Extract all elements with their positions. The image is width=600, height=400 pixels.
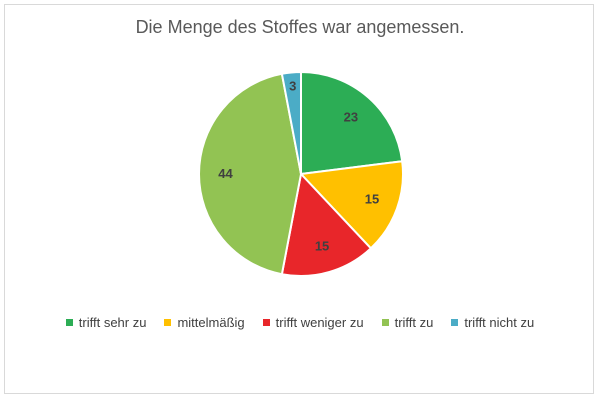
pie-slice-trifft-nicht-zu — [280, 70, 302, 175]
legend-item-trifft-zu: trifft zu — [381, 315, 434, 330]
legend-item-trifft-weniger-zu: trifft weniger zu — [262, 315, 364, 330]
pie-data-labels: 23 15 15 44 3 — [218, 79, 379, 254]
data-label-trifft-sehr-zu: 23 — [344, 109, 358, 124]
legend-swatch — [262, 319, 270, 326]
data-label-mittelm-ig: 15 — [365, 192, 379, 207]
pie-slice-trifft-sehr-zu — [300, 70, 404, 176]
legend-label: trifft nicht zu — [464, 315, 535, 330]
legend-label: trifft zu — [394, 315, 434, 330]
data-label-trifft-weniger-zu: 15 — [315, 238, 329, 253]
pie-slices — [198, 70, 404, 277]
data-label-trifft-nicht-zu: 3 — [289, 79, 296, 94]
legend-label: trifft sehr zu — [78, 315, 147, 330]
data-label-trifft-zu: 44 — [218, 166, 233, 181]
pie-slice-trifft-weniger-zu — [280, 171, 373, 277]
legend-label: trifft weniger zu — [275, 315, 364, 330]
pie-slice-trifft-zu — [198, 72, 303, 276]
legend-swatch — [164, 319, 172, 326]
pie-slice-mittelm-ig — [298, 160, 404, 250]
legend-swatch — [381, 319, 389, 326]
legend-label: mittelmäßig — [177, 315, 245, 330]
legend-item-trifft-nicht-zu: trifft nicht zu — [451, 315, 534, 330]
legend-swatch — [451, 319, 459, 326]
chart-title: Die Menge des Stoffes war angemessen. — [135, 17, 465, 37]
legend-swatch — [65, 319, 73, 326]
legend-item-trifft-sehr-zu: trifft sehr zu — [65, 315, 147, 330]
legend-item-mittelm-ig: mittelmäßig — [164, 315, 245, 330]
chart-legend: trifft sehr zu mittelmäßig trifft weniger … — [0, 315, 600, 330]
